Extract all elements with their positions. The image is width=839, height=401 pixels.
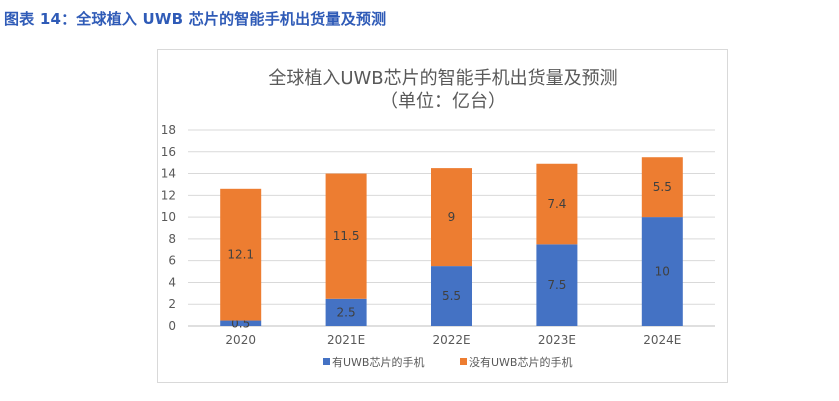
- x-tick-label: 2022E: [432, 333, 470, 347]
- bar-without-uwb: [536, 163, 578, 245]
- y-axis-ticks: 0 2 4 6 8 10 12 14 16 18: [161, 123, 176, 333]
- bar-with-uwb: [536, 244, 578, 326]
- legend-swatch-with-uwb: [323, 358, 330, 365]
- bar-with-uwb: [431, 266, 472, 326]
- y-tick-label: 0: [168, 319, 176, 333]
- bar-with-uwb: [641, 217, 683, 326]
- data-label: 5.5: [442, 289, 461, 303]
- chart-title: 全球植入UWB芯片的智能手机出货量及预测: [268, 68, 617, 89]
- y-tick-label: 14: [161, 167, 176, 181]
- figure-caption: 图表 14：全球植入 UWB 芯片的智能手机出货量及预测: [4, 10, 387, 28]
- y-tick-label: 6: [168, 254, 176, 268]
- bar-with-uwb: [325, 298, 367, 326]
- bar-without-uwb: [220, 188, 262, 321]
- x-tick-label: 2023E: [538, 333, 576, 347]
- bar-with-uwb: [220, 320, 262, 326]
- data-label: 10: [655, 265, 670, 279]
- data-label: 11.5: [333, 229, 360, 243]
- y-tick-label: 16: [161, 145, 176, 159]
- data-label: 5.5: [653, 180, 672, 194]
- bar-without-uwb: [325, 173, 367, 299]
- data-label: 2.5: [337, 305, 356, 319]
- data-label: 12.1: [227, 248, 254, 262]
- bar-without-uwb: [641, 157, 683, 218]
- legend-label-without-uwb: 没有UWB芯片的手机: [469, 355, 572, 369]
- data-label: 7.4: [547, 197, 566, 211]
- y-tick-label: 12: [161, 188, 176, 202]
- chart-subtitle: （单位：亿台）: [380, 91, 506, 112]
- bar-without-uwb: [431, 168, 472, 267]
- data-label: 7.5: [547, 278, 566, 292]
- chart-frame: 全球植入UWB芯片的智能手机出货量及预测 （单位：亿台） 0 2 4 6 8 10 12 14…: [157, 49, 728, 383]
- x-tick-label: 2024E: [643, 333, 681, 347]
- x-tick-label: 2021E: [327, 333, 365, 347]
- legend-label-with-uwb: 有UWB芯片的手机: [332, 355, 424, 369]
- legend: 有UWB芯片的手机 没有UWB芯片的手机: [323, 355, 572, 369]
- data-label: 9: [448, 210, 456, 224]
- y-tick-label: 2: [168, 297, 176, 311]
- y-tick-label: 18: [161, 123, 176, 137]
- y-tick-label: 4: [168, 275, 176, 289]
- x-axis-ticks: 2020 2021E 2022E 2023E 2024E: [225, 333, 681, 347]
- y-tick-label: 8: [168, 232, 176, 246]
- legend-swatch-without-uwb: [460, 358, 467, 365]
- y-tick-label: 10: [161, 210, 176, 224]
- stacked-bar-chart: 全球植入UWB芯片的智能手机出货量及预测 （单位：亿台） 0 2 4 6 8 10 12 14…: [161, 68, 715, 369]
- x-tick-label: 2020: [225, 333, 256, 347]
